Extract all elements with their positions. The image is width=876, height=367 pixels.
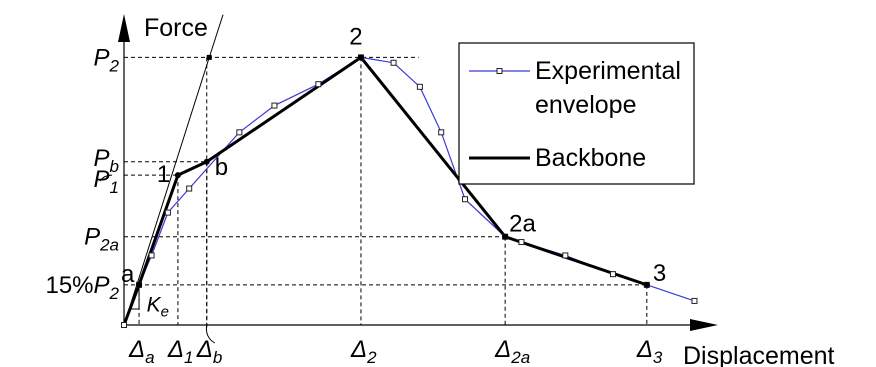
y-axis-label: Force: [144, 14, 208, 42]
point-label: b: [215, 154, 228, 181]
point-label: a: [121, 261, 135, 288]
backbone-point-marker: [136, 281, 143, 288]
x-tick-label: Δ3: [636, 336, 663, 367]
experimental-point-marker: [562, 252, 569, 259]
y-tick-label: P1: [94, 166, 119, 197]
point-label: 2a: [509, 211, 536, 238]
guide-lines: [99, 56, 648, 344]
point-label: 2: [349, 23, 362, 50]
legend: Experimental envelope Backbone: [458, 42, 695, 185]
experimental-point-marker: [462, 196, 469, 203]
x-tick-label: Δa: [128, 336, 155, 367]
backbone-point-marker: [357, 54, 364, 61]
point-label: 3: [653, 260, 666, 287]
x-axis-arrow: [690, 319, 718, 331]
experimental-point-marker: [148, 252, 155, 259]
db-leader-line: [205, 324, 216, 344]
stiffness-point-marker: [206, 54, 212, 60]
legend-box: [458, 42, 695, 185]
point-label: 1: [157, 161, 170, 188]
y-tick-label: P2a: [84, 224, 119, 255]
experimental-point-marker: [691, 297, 698, 304]
x-axis-label: Displacement: [683, 342, 835, 367]
marker-layer: [121, 54, 698, 328]
experimental-point-marker: [438, 129, 445, 136]
legend-marker-experimental: [496, 68, 503, 74]
legend-label: Backbone: [535, 144, 646, 172]
axes: Force Displacement: [118, 14, 835, 367]
stiffness-label: Ke: [147, 294, 169, 321]
backbone-point-marker: [174, 172, 181, 179]
stiffness-line: [123, 57, 210, 326]
x-tick-label: Δb: [196, 336, 223, 367]
x-tick-label: Δ2a: [494, 336, 530, 367]
backbone-point-marker: [203, 158, 210, 165]
stiffness-triangle: [130, 284, 140, 310]
experimental-point-marker: [186, 185, 193, 192]
y-tick-label: P2: [94, 44, 120, 75]
experimental-point-marker: [271, 102, 278, 109]
experimental-point-marker: [121, 322, 127, 328]
legend-label: envelope: [535, 91, 636, 119]
experimental-point-marker: [518, 239, 525, 246]
experimental-point-marker: [609, 271, 616, 278]
experimental-point-marker: [236, 129, 243, 136]
backbone-point-marker: [502, 233, 509, 240]
experimental-point-marker: [390, 59, 397, 66]
backbone-point-marker: [643, 281, 650, 288]
x-tick-label: Δ1: [167, 336, 194, 367]
y-tick-label: Pb: [94, 145, 119, 176]
stiffness-line-extension: [208, 14, 224, 58]
x-tick-label: Δ2: [350, 336, 377, 367]
experimental-point-marker: [416, 83, 423, 90]
legend-label: Experimental: [535, 57, 681, 85]
p1-leader-line: [99, 174, 113, 182]
y-axis-arrow: [118, 14, 130, 42]
experimental-point-marker: [164, 209, 171, 216]
y-tick-label: 15%P2: [45, 272, 119, 303]
experimental-point-marker: [315, 81, 322, 88]
